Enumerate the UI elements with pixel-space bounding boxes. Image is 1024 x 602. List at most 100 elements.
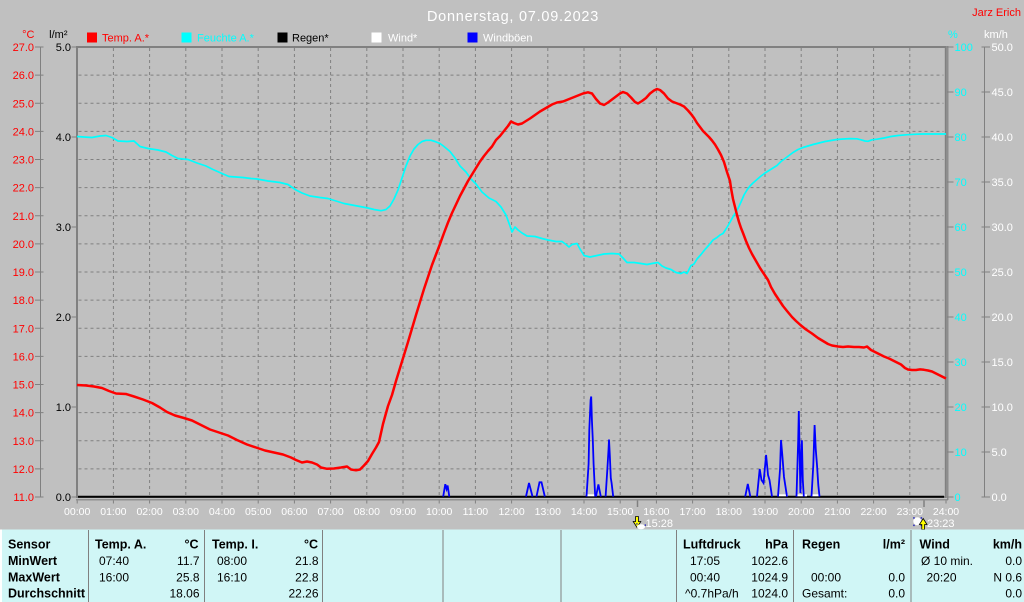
svg-text:Feuchte A.*: Feuchte A.* xyxy=(197,33,255,45)
svg-text:19:00: 19:00 xyxy=(752,506,778,518)
svg-text:07:40: 07:40 xyxy=(99,554,129,568)
svg-text:07:00: 07:00 xyxy=(317,506,343,518)
svg-text:40.0: 40.0 xyxy=(992,132,1013,144)
svg-text:11.0: 11.0 xyxy=(13,492,34,504)
svg-text:Regen: Regen xyxy=(802,538,840,552)
svg-text:Wind*: Wind* xyxy=(388,33,418,45)
svg-text:30: 30 xyxy=(955,357,967,369)
svg-text:Donnerstag, 07.09.2023: Donnerstag, 07.09.2023 xyxy=(427,9,599,25)
svg-text:Temp. A.: Temp. A. xyxy=(95,538,146,552)
svg-text:4.0: 4.0 xyxy=(56,132,71,144)
svg-text:Durchschnitt: Durchschnitt xyxy=(8,587,86,601)
svg-text:hPa: hPa xyxy=(765,538,789,552)
svg-text:45.0: 45.0 xyxy=(992,87,1013,99)
svg-text:10: 10 xyxy=(955,447,967,459)
svg-text:13.0: 13.0 xyxy=(13,436,34,448)
svg-text:26.0: 26.0 xyxy=(13,70,34,82)
svg-text:20.0: 20.0 xyxy=(13,239,34,251)
svg-text:40: 40 xyxy=(955,312,967,324)
svg-text:16:10: 16:10 xyxy=(217,570,247,584)
svg-text:25.8: 25.8 xyxy=(176,570,200,584)
svg-text:21.0: 21.0 xyxy=(13,211,34,223)
svg-text:Ø 10 min.: Ø 10 min. xyxy=(921,554,973,568)
svg-text:23:00: 23:00 xyxy=(897,506,923,518)
svg-text:0.0: 0.0 xyxy=(888,587,905,601)
svg-text:20: 20 xyxy=(955,402,967,414)
svg-text:1022.6: 1022.6 xyxy=(751,554,788,568)
svg-text:12:00: 12:00 xyxy=(498,506,524,518)
svg-text:00:00: 00:00 xyxy=(811,570,841,584)
svg-text:22:00: 22:00 xyxy=(860,506,886,518)
svg-text:15:28: 15:28 xyxy=(646,518,674,530)
svg-text:22.0: 22.0 xyxy=(13,183,34,195)
svg-text:21:00: 21:00 xyxy=(824,506,850,518)
svg-text:MinWert: MinWert xyxy=(8,554,58,568)
svg-text:10.0: 10.0 xyxy=(992,402,1013,414)
svg-text:3.0: 3.0 xyxy=(56,222,71,234)
svg-text:03:00: 03:00 xyxy=(173,506,199,518)
svg-text:Jarz Erich: Jarz Erich xyxy=(972,7,1021,19)
svg-text:21.8: 21.8 xyxy=(295,554,319,568)
svg-text:50: 50 xyxy=(955,267,967,279)
svg-text:Regen*: Regen* xyxy=(292,33,329,45)
svg-text:19.0: 19.0 xyxy=(13,267,34,279)
svg-text:14:00: 14:00 xyxy=(571,506,597,518)
svg-text:80: 80 xyxy=(955,132,967,144)
svg-text:09:00: 09:00 xyxy=(390,506,416,518)
svg-text:22.26: 22.26 xyxy=(288,587,318,601)
svg-text:22.8: 22.8 xyxy=(295,570,319,584)
svg-text:Luftdruck: Luftdruck xyxy=(683,538,741,552)
svg-text:°C: °C xyxy=(304,538,318,552)
svg-text:06:00: 06:00 xyxy=(281,506,307,518)
svg-text:°C: °C xyxy=(22,29,34,41)
svg-text:00:00: 00:00 xyxy=(64,506,90,518)
svg-text:Windböen: Windböen xyxy=(483,33,533,45)
svg-text:15.0: 15.0 xyxy=(13,380,34,392)
svg-text:20:20: 20:20 xyxy=(927,570,957,584)
svg-text:25.0: 25.0 xyxy=(992,267,1013,279)
svg-text:16:00: 16:00 xyxy=(99,570,129,584)
svg-text:MaxWert: MaxWert xyxy=(8,570,61,584)
svg-text:23.0: 23.0 xyxy=(13,155,34,167)
svg-text:23:23: 23:23 xyxy=(927,518,955,530)
svg-text:0.0: 0.0 xyxy=(992,492,1007,504)
svg-text:km/h: km/h xyxy=(984,29,1008,41)
svg-text:15:00: 15:00 xyxy=(607,506,633,518)
svg-text:90: 90 xyxy=(955,87,967,99)
svg-text:14.0: 14.0 xyxy=(13,408,34,420)
svg-text:50.0: 50.0 xyxy=(992,42,1013,54)
svg-text:l/m²: l/m² xyxy=(883,538,905,552)
svg-text:60: 60 xyxy=(955,222,967,234)
svg-text:15.0: 15.0 xyxy=(992,357,1013,369)
svg-text:01:00: 01:00 xyxy=(100,506,126,518)
svg-text:04:00: 04:00 xyxy=(209,506,235,518)
svg-text:0.0: 0.0 xyxy=(888,570,905,584)
svg-text:27.0: 27.0 xyxy=(13,42,34,54)
svg-text:0.0: 0.0 xyxy=(56,492,71,504)
svg-text:11:00: 11:00 xyxy=(463,506,489,518)
svg-text:18.0: 18.0 xyxy=(13,295,34,307)
svg-text:1024.9: 1024.9 xyxy=(751,570,788,584)
svg-text:24:00: 24:00 xyxy=(933,506,959,518)
svg-text:08:00: 08:00 xyxy=(217,554,247,568)
svg-text:1024.0: 1024.0 xyxy=(751,587,788,601)
svg-text:l/m²: l/m² xyxy=(49,29,68,41)
svg-text:^0.7hPa/h: ^0.7hPa/h xyxy=(685,587,739,601)
svg-text:Wind: Wind xyxy=(920,538,950,552)
svg-text:0.0: 0.0 xyxy=(1005,554,1022,568)
svg-text:Sensor: Sensor xyxy=(8,538,51,552)
svg-text:5.0: 5.0 xyxy=(56,42,71,54)
svg-text:18.06: 18.06 xyxy=(169,587,199,601)
svg-text:05:00: 05:00 xyxy=(245,506,271,518)
svg-text:16.0: 16.0 xyxy=(13,351,34,363)
svg-text:25.0: 25.0 xyxy=(13,98,34,110)
svg-text:%: % xyxy=(948,29,958,41)
svg-text:N 0.6: N 0.6 xyxy=(993,570,1022,584)
svg-text:20.0: 20.0 xyxy=(992,312,1013,324)
svg-text:Temp. I.: Temp. I. xyxy=(212,538,258,552)
svg-text:00:40: 00:40 xyxy=(690,570,720,584)
svg-text:100: 100 xyxy=(955,42,973,54)
svg-text:Gesamt:: Gesamt: xyxy=(802,587,847,601)
svg-text:17:00: 17:00 xyxy=(679,506,705,518)
svg-text:1.0: 1.0 xyxy=(56,402,71,414)
